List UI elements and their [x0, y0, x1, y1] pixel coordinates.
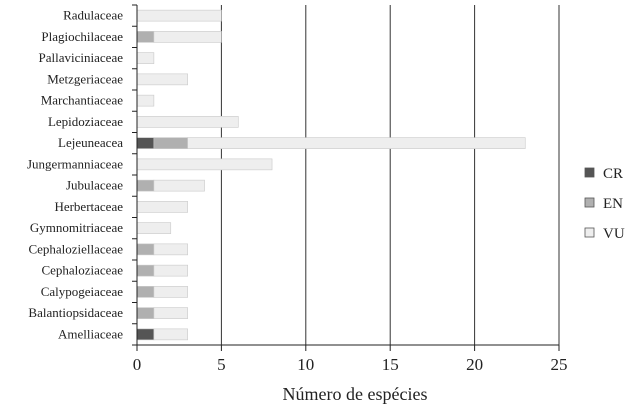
- bar-vu-plagiochilaceae: [153, 31, 222, 43]
- x-tick-labels: 0 5 10 15 20 25: [133, 355, 568, 374]
- bar-en-balantiopsidaceae: [136, 307, 155, 319]
- bar-cr-lejeuneacea: [136, 137, 155, 149]
- legend-label-vu: VU: [603, 226, 625, 242]
- category-label: Lepidoziaceae: [48, 114, 123, 129]
- bar-vu-amelliaceae: [153, 328, 188, 341]
- category-label: Plagiochilaceae: [41, 29, 123, 44]
- x-tick-label: 10: [297, 355, 314, 374]
- category-label: Calypogeiaceae: [41, 284, 124, 299]
- category-label: Radulaceae: [63, 8, 123, 23]
- category-label: Marchantiaceae: [41, 93, 124, 108]
- category-labels: Radulaceae Plagiochilaceae Pallaviciniacea…: [27, 8, 123, 342]
- category-label: Jungermanniaceae: [27, 156, 123, 171]
- category-label: Herbertaceae: [54, 199, 123, 214]
- legend-swatch-vu: [584, 227, 595, 238]
- legend-swatch-cr: [584, 167, 595, 178]
- bar-en-cephaloziaceae: [136, 264, 155, 277]
- gridlines: [220, 5, 560, 345]
- bar-vu-lepidoziaceae: [136, 116, 239, 128]
- category-label: Gymnomitriaceae: [30, 220, 123, 235]
- x-tick-label: 15: [382, 355, 399, 374]
- bar-vu-lejeuneacea: [187, 137, 526, 149]
- category-label: Pallaviciniaceae: [39, 50, 124, 65]
- bar-vu-pallaviciniaceae: [136, 52, 155, 64]
- bar-vu-calypogeiaceae: [153, 286, 188, 298]
- bar-series: [136, 9, 526, 341]
- x-tick-label: 0: [133, 355, 142, 374]
- x-axis-title: Número de espécies: [283, 384, 428, 404]
- x-tick-label: 5: [217, 355, 226, 374]
- category-label: Jubulaceae: [66, 178, 123, 193]
- bar-en-lejeuneacea: [153, 137, 188, 149]
- category-label: Metzgeriaceae: [47, 71, 123, 86]
- bar-vu-radulaceae: [136, 9, 222, 22]
- bar-en-cephaloziellaceae: [136, 243, 155, 256]
- bar-en-calypogeiaceae: [136, 286, 155, 298]
- bar-vu-jubulaceae: [153, 179, 205, 192]
- category-label: Lejeuneacea: [58, 135, 123, 150]
- bar-vu-balantiopsidaceae: [153, 307, 188, 319]
- bar-vu-marchantiaceae: [136, 94, 155, 107]
- legend-swatch-en: [584, 197, 595, 208]
- bar-vu-herbertaceae: [136, 201, 188, 213]
- axes: [132, 4, 560, 351]
- x-tick-label: 25: [551, 355, 568, 374]
- category-label: Amelliaceae: [58, 326, 123, 341]
- bar-vu-jungermanniaceae: [136, 158, 273, 171]
- bar-cr-amelliaceae: [136, 328, 155, 341]
- legend-label-cr: CR: [603, 166, 623, 182]
- bar-en-plagiochilaceae: [136, 31, 155, 43]
- legend-label-en: EN: [603, 196, 623, 212]
- category-label: Balantiopsidaceae: [28, 305, 123, 320]
- bar-vu-metzgeriaceae: [136, 73, 188, 86]
- category-label: Cephaloziaceae: [41, 263, 123, 278]
- x-tick-label: 20: [466, 355, 483, 374]
- category-label: Cephaloziellaceae: [28, 241, 123, 256]
- bar-en-jubulaceae: [136, 179, 155, 192]
- bar-vu-cephaloziellaceae: [153, 243, 188, 256]
- bar-vu-cephaloziaceae: [153, 264, 188, 277]
- bar-vu-gymnomitriaceae: [136, 222, 172, 234]
- legend: CR EN VU: [584, 166, 625, 242]
